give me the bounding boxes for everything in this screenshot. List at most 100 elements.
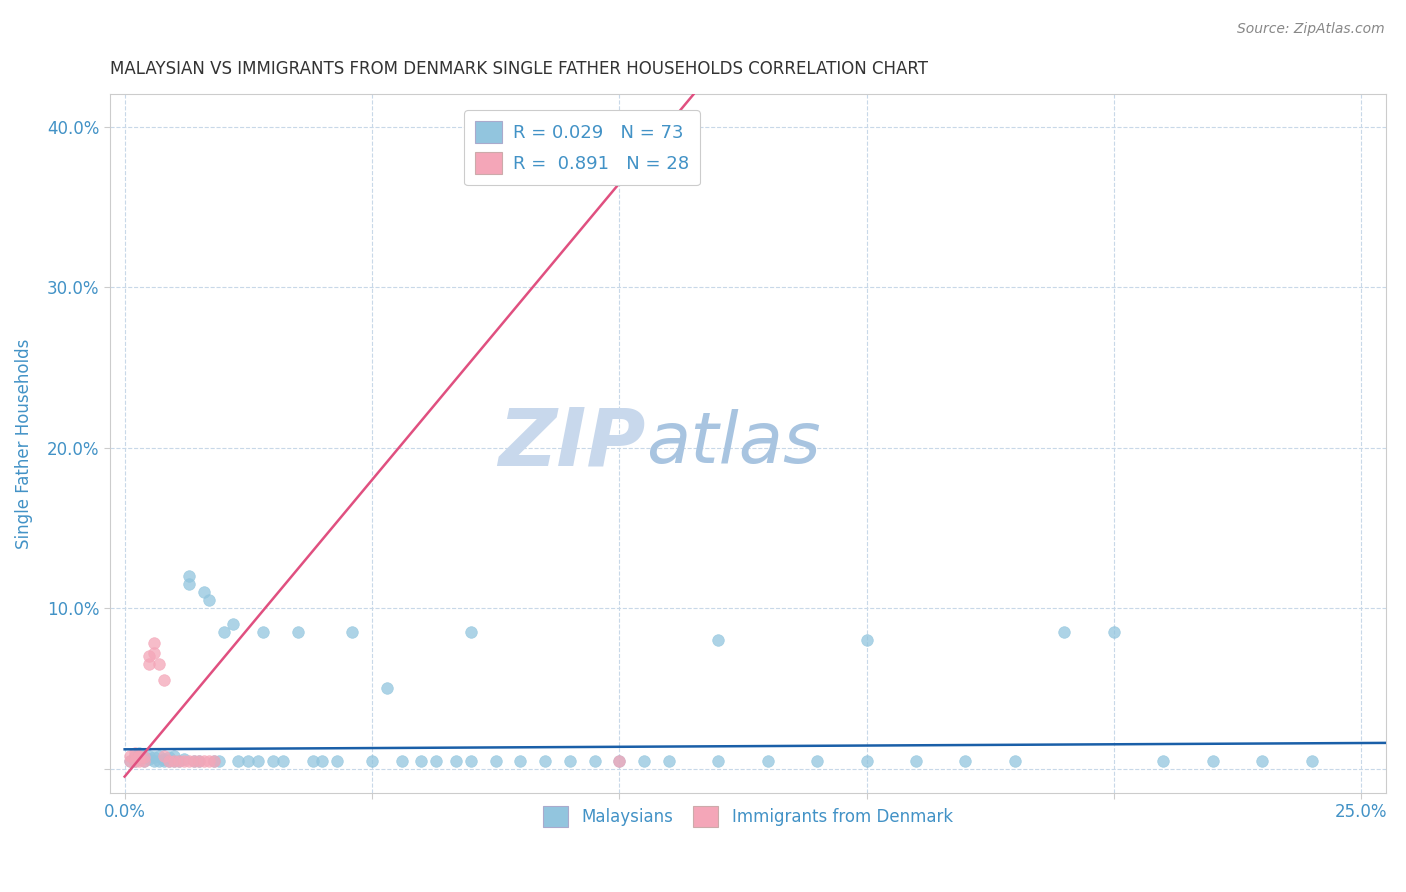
Point	[153, 748, 176, 763]
Point	[124, 746, 146, 760]
Point	[1004, 754, 1026, 768]
Point	[534, 754, 557, 768]
Point	[707, 633, 730, 648]
Point	[183, 754, 205, 768]
Point	[301, 754, 323, 768]
Point	[134, 754, 156, 768]
Point	[143, 750, 166, 764]
Point	[167, 754, 190, 768]
Point	[207, 754, 229, 768]
Point	[1202, 754, 1225, 768]
Point	[607, 754, 630, 768]
Point	[855, 633, 877, 648]
Point	[187, 754, 209, 768]
Point	[583, 754, 606, 768]
Point	[247, 754, 270, 768]
Point	[157, 754, 180, 768]
Point	[375, 681, 398, 696]
Point	[143, 646, 166, 660]
Point	[311, 754, 333, 768]
Point	[558, 754, 581, 768]
Text: atlas: atlas	[645, 409, 820, 478]
Point	[128, 754, 150, 768]
Text: ZIP: ZIP	[498, 405, 645, 483]
Point	[153, 752, 176, 766]
Point	[658, 754, 681, 768]
Point	[197, 593, 219, 607]
Point	[1053, 625, 1076, 640]
Point	[157, 750, 180, 764]
Point	[202, 754, 225, 768]
Point	[262, 754, 284, 768]
Point	[1301, 754, 1323, 768]
Point	[238, 754, 260, 768]
Point	[148, 754, 170, 768]
Point	[138, 748, 160, 763]
Point	[183, 754, 205, 768]
Point	[202, 754, 225, 768]
Point	[138, 657, 160, 672]
Point	[904, 754, 927, 768]
Point	[287, 625, 309, 640]
Point	[148, 657, 170, 672]
Point	[118, 754, 141, 768]
Legend: Malaysians, Immigrants from Denmark: Malaysians, Immigrants from Denmark	[536, 799, 959, 833]
Point	[326, 754, 349, 768]
Point	[271, 754, 294, 768]
Point	[391, 754, 413, 768]
Point	[124, 748, 146, 763]
Point	[1102, 625, 1125, 640]
Point	[222, 617, 245, 632]
Point	[143, 636, 166, 650]
Point	[806, 754, 828, 768]
Text: MALAYSIAN VS IMMIGRANTS FROM DENMARK SINGLE FATHER HOUSEHOLDS CORRELATION CHART: MALAYSIAN VS IMMIGRANTS FROM DENMARK SIN…	[110, 60, 928, 78]
Point	[177, 577, 200, 591]
Point	[163, 748, 186, 763]
Point	[134, 750, 156, 764]
Point	[153, 673, 176, 688]
Point	[138, 649, 160, 664]
Point	[134, 754, 156, 768]
Point	[460, 625, 482, 640]
Point	[607, 754, 630, 768]
Point	[197, 754, 219, 768]
Point	[118, 748, 141, 763]
Point	[411, 754, 433, 768]
Point	[444, 754, 467, 768]
Point	[128, 746, 150, 760]
Point	[361, 754, 384, 768]
Point	[460, 754, 482, 768]
Point	[143, 754, 166, 768]
Point	[163, 754, 186, 768]
Point	[855, 754, 877, 768]
Point	[173, 754, 195, 768]
Point	[128, 748, 150, 763]
Point	[252, 625, 274, 640]
Y-axis label: Single Father Households: Single Father Households	[15, 338, 32, 549]
Point	[193, 585, 215, 599]
Text: Source: ZipAtlas.com: Source: ZipAtlas.com	[1237, 22, 1385, 37]
Point	[128, 750, 150, 764]
Point	[163, 754, 186, 768]
Point	[509, 754, 531, 768]
Point	[153, 754, 176, 768]
Point	[177, 569, 200, 583]
Point	[128, 752, 150, 766]
Point	[212, 625, 235, 640]
Point	[118, 754, 141, 768]
Point	[484, 754, 506, 768]
Point	[134, 750, 156, 764]
Point	[138, 752, 160, 766]
Point	[633, 754, 655, 768]
Point	[124, 754, 146, 768]
Point	[707, 754, 730, 768]
Point	[425, 754, 447, 768]
Point	[167, 754, 190, 768]
Point	[607, 152, 630, 166]
Point	[177, 754, 200, 768]
Point	[1152, 754, 1174, 768]
Point	[173, 752, 195, 766]
Point	[124, 754, 146, 768]
Point	[148, 748, 170, 763]
Point	[1251, 754, 1274, 768]
